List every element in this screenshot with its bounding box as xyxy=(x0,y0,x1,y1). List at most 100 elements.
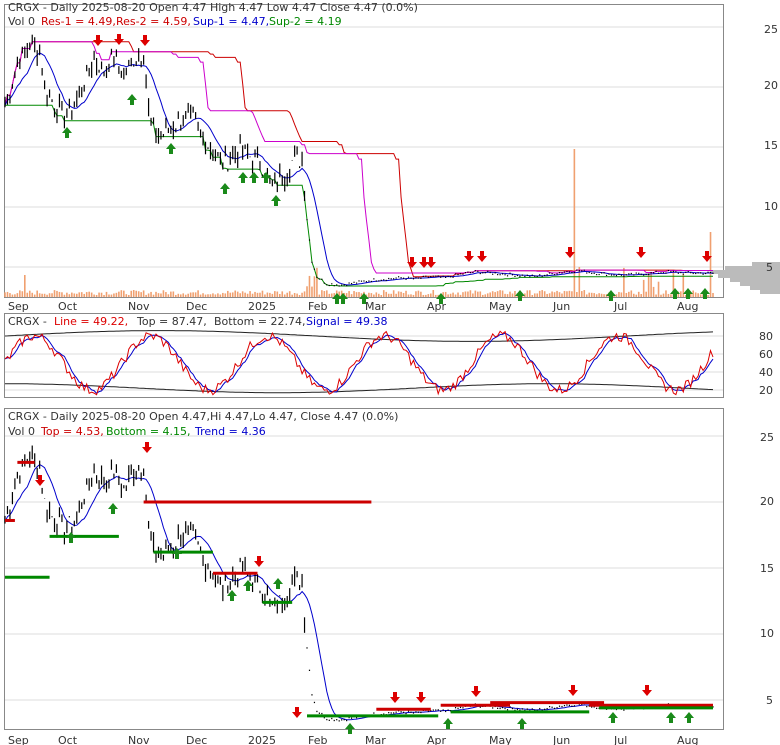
buy-arrow xyxy=(436,293,446,304)
panel3-bottom: Bottom = 4.15, xyxy=(106,425,191,438)
volume-bar xyxy=(105,291,108,297)
volume-bar xyxy=(113,293,115,297)
volume-bar xyxy=(157,293,160,297)
volume-bar xyxy=(412,294,415,297)
volume-bar xyxy=(160,293,162,297)
volume-bar xyxy=(19,290,21,297)
volume-bar xyxy=(598,293,600,297)
volume-bar xyxy=(712,292,714,297)
volume-bar xyxy=(392,290,395,297)
gridlines xyxy=(5,26,723,701)
volume-bar xyxy=(118,291,120,297)
volume-bar xyxy=(137,291,140,297)
volume-bar xyxy=(655,294,657,297)
volume-bar xyxy=(249,291,251,297)
x-tick: Mar xyxy=(365,300,386,313)
sup1-line xyxy=(4,52,714,286)
volume-bar xyxy=(499,290,501,297)
volume-bar xyxy=(192,292,194,297)
volume-bar xyxy=(405,290,407,297)
x-tick: Dec xyxy=(186,300,207,313)
sell-arrow xyxy=(426,257,436,268)
buy-arrow xyxy=(220,183,230,194)
volume-bar xyxy=(526,290,529,297)
volume-bar xyxy=(682,273,685,297)
volume-bar xyxy=(204,294,207,297)
volume-bar xyxy=(219,294,222,297)
volume-bar xyxy=(585,294,588,297)
volume-bar xyxy=(593,293,595,297)
volume-bar xyxy=(390,293,392,297)
volume-bar xyxy=(474,290,477,297)
volume-bar xyxy=(254,291,256,297)
volume-bar xyxy=(524,293,526,297)
volume-bar xyxy=(486,293,489,297)
volume-bar xyxy=(489,292,492,297)
volume-bar xyxy=(402,293,405,297)
volume-bar xyxy=(370,293,373,297)
volume-bar xyxy=(533,293,536,297)
volume-bar xyxy=(194,292,197,297)
volume-bar xyxy=(494,292,496,297)
buy-arrow xyxy=(273,578,283,589)
buy-arrow xyxy=(172,548,182,559)
volume-bar xyxy=(538,290,541,297)
sell-arrow xyxy=(407,257,417,268)
volume-bar xyxy=(623,267,625,297)
volume-bar xyxy=(568,290,571,297)
volume-bar xyxy=(632,293,635,297)
volume-bar xyxy=(511,293,514,297)
volume-bar xyxy=(155,291,157,297)
buy-arrow xyxy=(700,288,710,299)
volume-bar xyxy=(637,291,640,297)
sup2-line xyxy=(5,104,713,287)
volume-bar xyxy=(657,281,660,297)
panel3-vol: Vol 0 xyxy=(8,425,35,438)
volume-bar xyxy=(677,291,680,297)
panel1-x-axis: Sep Oct Nov Dec 2025 Feb Mar Apr May Jun… xyxy=(8,300,698,313)
volume-bar xyxy=(197,290,199,297)
volume-bar xyxy=(462,292,464,297)
volume-bar xyxy=(640,294,643,297)
volume-bar xyxy=(417,290,420,297)
volume-bar xyxy=(103,294,105,297)
volume-bar xyxy=(189,292,192,297)
volume-bar xyxy=(90,292,93,297)
volume-bar xyxy=(127,294,130,297)
volume-bar xyxy=(259,292,261,297)
buy-arrow xyxy=(338,293,348,304)
volume-bar xyxy=(358,292,360,297)
volume-bar xyxy=(355,292,358,297)
volume-bar xyxy=(373,294,375,297)
x-tick: Nov xyxy=(128,300,150,313)
signal-arrows xyxy=(35,34,712,734)
volume-bar xyxy=(368,292,370,297)
volume-bar xyxy=(689,293,692,297)
volume-bar xyxy=(239,293,241,297)
volume-bar xyxy=(333,293,336,297)
volume-bar xyxy=(83,293,86,297)
volume-bar xyxy=(271,293,274,297)
y-tick: 20 xyxy=(764,79,778,92)
volume-bar xyxy=(531,294,534,297)
buy-arrow xyxy=(238,172,248,183)
buy-arrow xyxy=(227,590,237,601)
buy-arrow xyxy=(443,718,453,729)
volume-bar xyxy=(202,293,204,297)
volume-bar xyxy=(615,294,618,297)
buy-arrow xyxy=(606,290,616,301)
volume-bar xyxy=(274,291,276,297)
sell-arrow xyxy=(140,35,150,46)
volume-bar xyxy=(33,294,36,297)
x-tick: Feb xyxy=(308,734,327,745)
volume-bar xyxy=(514,291,516,297)
volume-bar xyxy=(256,292,259,297)
x-tick: May xyxy=(489,734,512,745)
volume-bar xyxy=(647,272,650,297)
y-tick: 25 xyxy=(764,23,778,36)
volume-bar xyxy=(58,291,61,297)
volume-bar xyxy=(234,290,237,297)
volume-bar xyxy=(578,267,581,297)
top-line xyxy=(4,330,714,342)
volume-bar xyxy=(326,290,328,297)
